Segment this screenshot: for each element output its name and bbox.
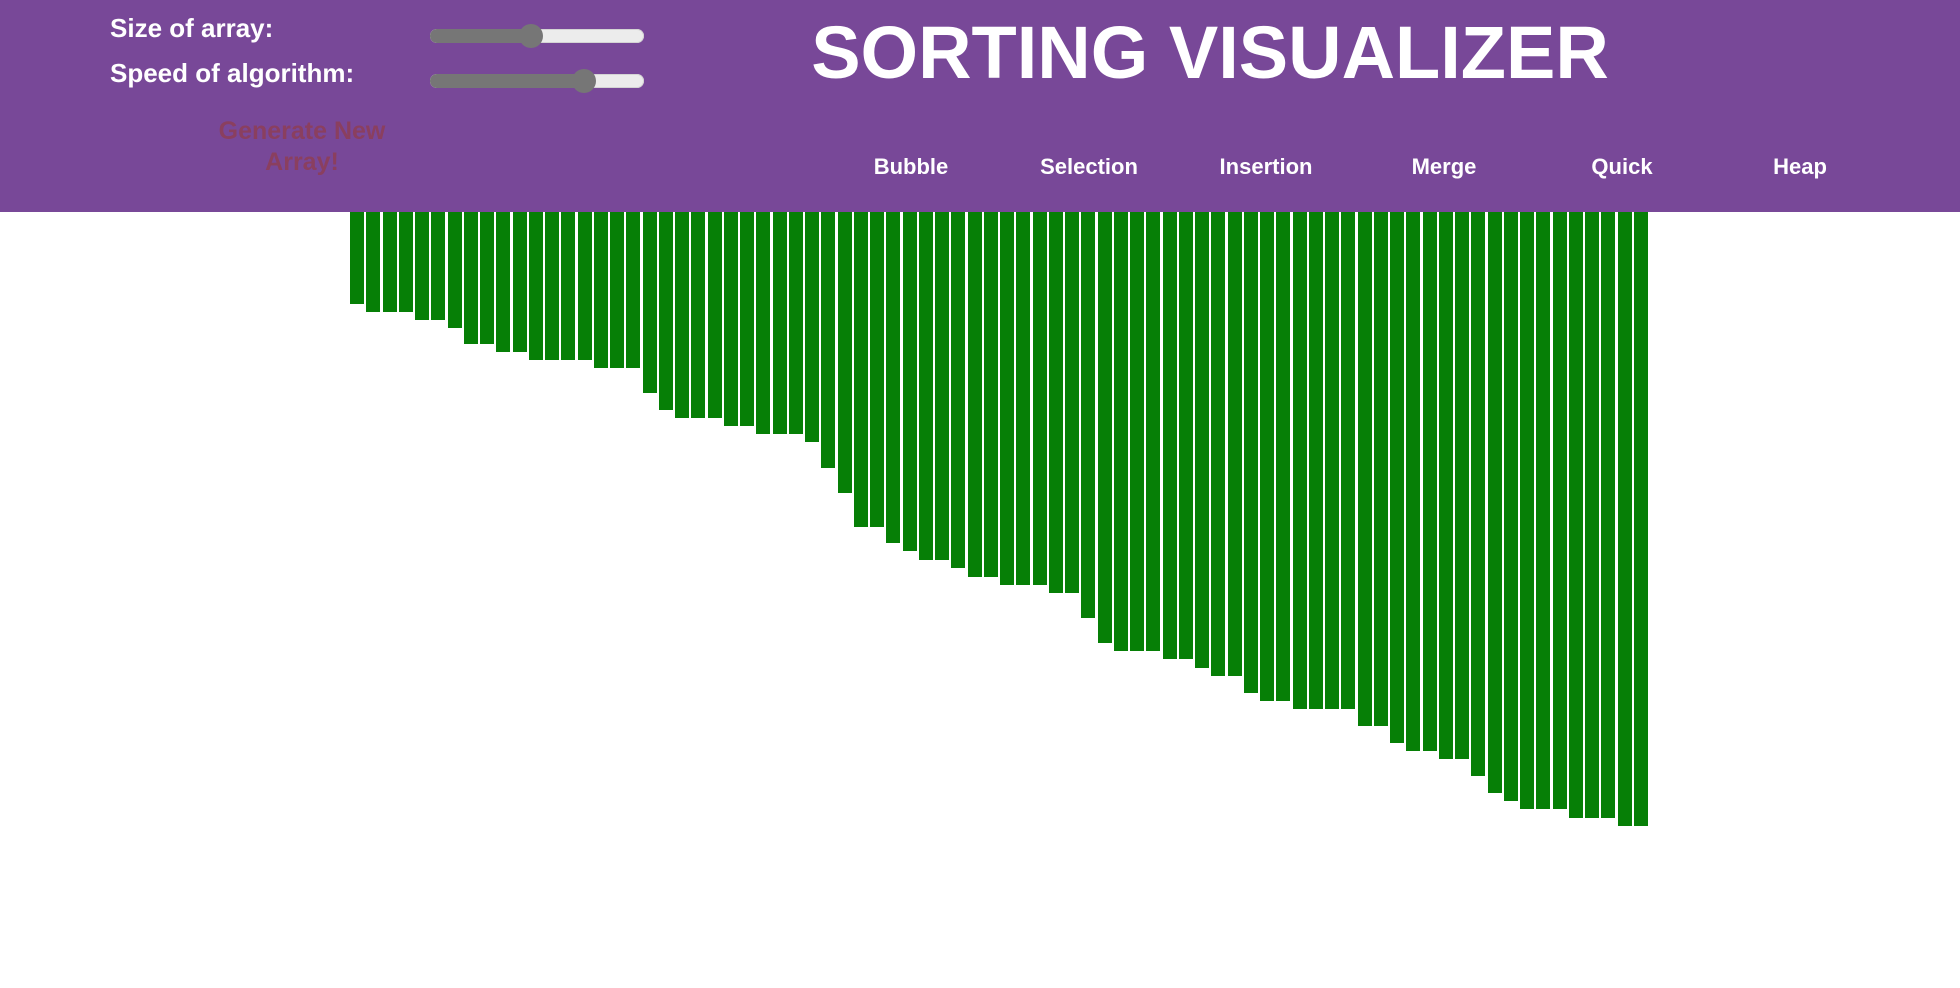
array-bar <box>496 212 510 352</box>
array-bar <box>919 212 933 560</box>
array-bar <box>1000 212 1014 585</box>
array-bar <box>740 212 754 426</box>
array-bar <box>1098 212 1112 643</box>
array-bar <box>724 212 738 426</box>
heap-sort-button[interactable]: Heap <box>1773 154 1827 179</box>
array-bar <box>951 212 965 568</box>
array-bar <box>1276 212 1290 701</box>
array-bar <box>1471 212 1485 776</box>
array-bar <box>578 212 592 360</box>
array-bar <box>773 212 787 434</box>
array-bar <box>626 212 640 368</box>
array-bar <box>870 212 884 527</box>
size-of-array-slider[interactable] <box>430 24 644 48</box>
array-bar <box>464 212 478 344</box>
array-bar <box>1455 212 1469 759</box>
speed-slider-thumb[interactable] <box>572 69 596 93</box>
array-bar <box>691 212 705 418</box>
array-bar <box>513 212 527 352</box>
array-bar <box>838 212 852 493</box>
array-bar <box>1244 212 1258 693</box>
speed-slider-fill <box>430 74 584 88</box>
speed-of-algorithm-label: Speed of algorithm: <box>110 58 355 88</box>
array-bar <box>708 212 722 418</box>
array-bar <box>1488 212 1502 793</box>
array-bar <box>350 212 364 304</box>
array-bar <box>854 212 868 527</box>
merge-sort-button[interactable]: Merge <box>1411 154 1477 179</box>
header-bar: Size of array: Speed of algorithm: Gener… <box>0 0 1960 212</box>
array-bar <box>1163 212 1177 659</box>
array-bar <box>1439 212 1453 759</box>
array-bar <box>756 212 770 434</box>
array-bar <box>1033 212 1047 585</box>
generate-new-array-button[interactable]: Generate New Array! <box>218 117 386 176</box>
array-bar <box>480 212 494 344</box>
array-bar <box>789 212 803 434</box>
array-bar <box>1618 212 1632 826</box>
array-bar <box>1325 212 1339 709</box>
array-bar <box>1114 212 1128 651</box>
array-bar <box>561 212 575 360</box>
array-bar <box>643 212 657 393</box>
array-bar <box>984 212 998 577</box>
array-bar <box>594 212 608 368</box>
array-bar <box>675 212 689 418</box>
array-bar <box>1520 212 1534 809</box>
array-bar <box>366 212 380 312</box>
array-bar <box>1423 212 1437 751</box>
array-bar <box>1341 212 1355 709</box>
array-bar <box>1309 212 1323 709</box>
array-bar <box>610 212 624 368</box>
array-bar <box>545 212 559 360</box>
array-bars-container <box>0 212 1960 988</box>
array-bar <box>1536 212 1550 809</box>
bubble-sort-button[interactable]: Bubble <box>873 154 949 179</box>
array-bar <box>1211 212 1225 676</box>
array-bar <box>1130 212 1144 651</box>
array-bar <box>1634 212 1648 826</box>
array-bar <box>968 212 982 577</box>
array-bar <box>1504 212 1518 801</box>
array-bar <box>1049 212 1063 593</box>
array-bar <box>415 212 429 320</box>
array-bar <box>1195 212 1209 668</box>
array-bar <box>1585 212 1599 818</box>
array-bar <box>1390 212 1404 743</box>
array-bar <box>399 212 413 312</box>
size-slider-thumb[interactable] <box>519 24 543 48</box>
size-slider-fill <box>430 29 531 43</box>
quick-sort-button[interactable]: Quick <box>1591 154 1653 179</box>
array-bar <box>1358 212 1372 726</box>
insertion-sort-button[interactable]: Insertion <box>1219 154 1313 179</box>
array-bar <box>448 212 462 328</box>
array-bar <box>659 212 673 410</box>
array-bar <box>886 212 900 543</box>
array-bar <box>903 212 917 551</box>
array-bar <box>1081 212 1095 618</box>
array-bar <box>1406 212 1420 751</box>
array-bar <box>805 212 819 442</box>
array-bar <box>1553 212 1567 809</box>
array-bar <box>1146 212 1160 651</box>
selection-sort-button[interactable]: Selection <box>1040 154 1138 179</box>
size-of-array-label: Size of array: <box>110 13 274 43</box>
array-bar <box>383 212 397 312</box>
speed-of-algorithm-slider[interactable] <box>430 69 644 93</box>
array-bar <box>1374 212 1388 726</box>
array-bar <box>935 212 949 560</box>
array-bar <box>821 212 835 468</box>
array-bar <box>1293 212 1307 709</box>
array-bar <box>1260 212 1274 701</box>
array-bar <box>1228 212 1242 676</box>
array-bar <box>529 212 543 360</box>
array-bar <box>431 212 445 320</box>
array-bar <box>1065 212 1079 593</box>
array-bar <box>1179 212 1193 659</box>
array-bar <box>1601 212 1615 818</box>
array-bar <box>1016 212 1030 585</box>
array-bar <box>1569 212 1583 818</box>
page-title: SORTING VISUALIZER <box>811 11 1609 94</box>
